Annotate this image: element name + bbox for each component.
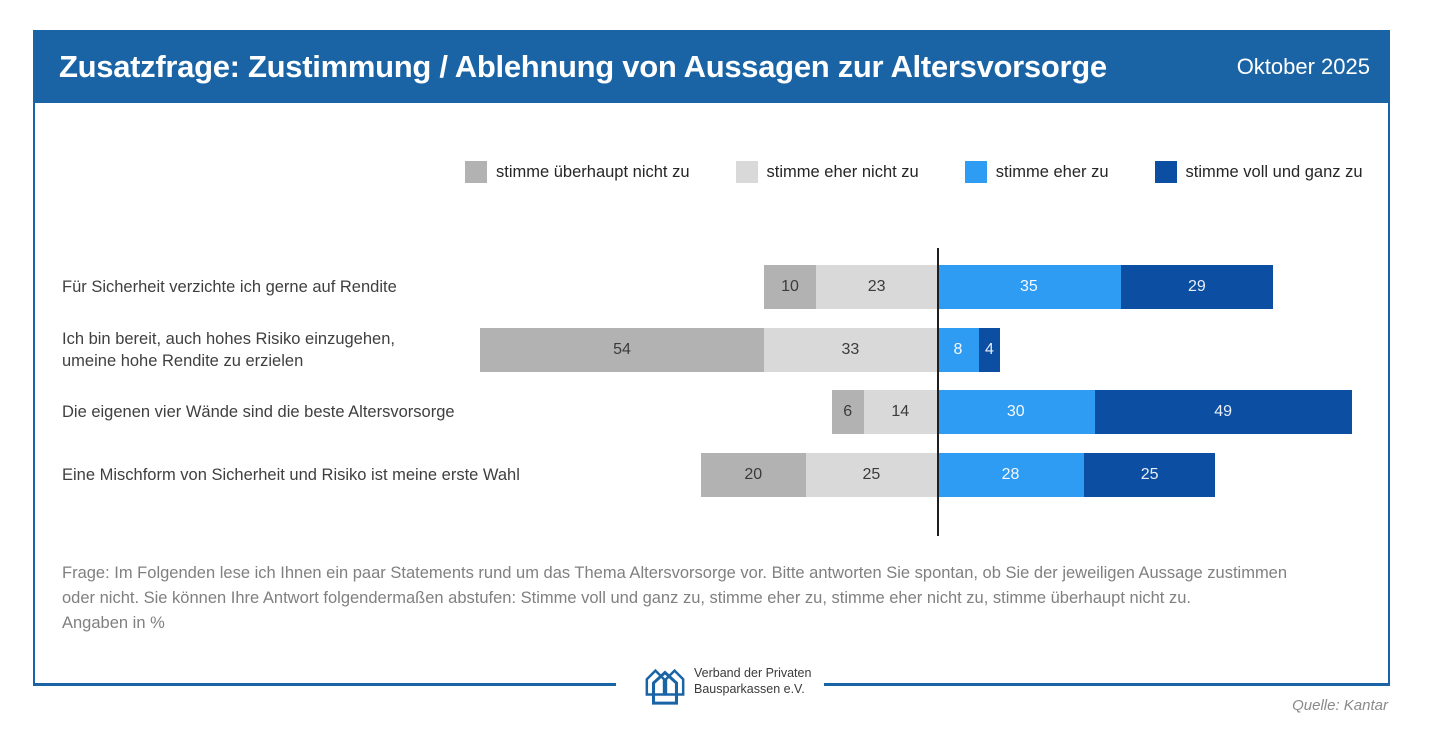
logo-text: Verband der Privaten Bausparkassen e.V. (694, 662, 811, 697)
bar-segment: 25 (1084, 453, 1216, 497)
chart-box: stimme überhaupt nicht zu stimme eher nic… (33, 103, 1390, 686)
bar-segment: 14 (863, 390, 937, 434)
legend-label: stimme voll und ganz zu (1185, 162, 1363, 181)
legend-item: stimme voll und ganz zu (1154, 161, 1363, 183)
bottom-border-right (824, 683, 1390, 686)
bar-value-label: 28 (1001, 466, 1020, 483)
bar-segment: 35 (937, 265, 1121, 309)
bar-value-label: 30 (1006, 403, 1025, 420)
title-bar: Zusatzfrage: Zustimmung / Ablehnung von … (33, 30, 1390, 103)
bar-value-label: 10 (781, 278, 799, 295)
bar-value-label: 14 (891, 403, 910, 420)
bottom-border-left (35, 683, 616, 686)
category-label: Für Sicherheit verzichte ich gerne auf R… (62, 278, 397, 296)
bar-segment: 8 (937, 328, 979, 372)
legend-label: stimme eher zu (995, 162, 1109, 181)
bar-segment: 54 (480, 328, 764, 372)
legend: stimme überhaupt nicht zu stimme eher nic… (465, 161, 1363, 183)
legend-item: stimme überhaupt nicht zu (465, 161, 690, 183)
category-label: Ich bin bereit, auch hohes Risiko einzug… (62, 330, 395, 370)
bar-value-label: 54 (613, 341, 631, 358)
footnote-line: oder nicht. Sie können Ihre Antwort folg… (62, 589, 1191, 607)
zero-axis-line (937, 248, 939, 536)
legend-item: stimme eher nicht zu (735, 161, 919, 183)
bar-segment: 23 (816, 265, 937, 309)
legend-swatch (735, 161, 758, 183)
bar-segment: 33 (763, 328, 937, 372)
bar-value-label: 35 (1019, 278, 1038, 295)
bar-segment: 4 (979, 328, 1000, 372)
legend-label: stimme überhaupt nicht zu (496, 162, 690, 181)
bar-segment: 28 (937, 453, 1084, 497)
bar-value-label: 23 (867, 278, 886, 295)
footnote-line: Frage: Im Folgenden lese ich Ihnen ein p… (62, 564, 1288, 582)
footnote: Frage: Im Folgenden lese ich Ihnen ein p… (62, 561, 1287, 636)
bar-segment: 29 (1120, 265, 1273, 309)
bar-segment: 49 (1094, 390, 1352, 434)
legend-swatch (964, 161, 987, 183)
bar-value-label: 49 (1214, 403, 1233, 420)
category-label: Eine Mischform von Sicherheit und Risiko… (62, 466, 520, 484)
category-label: Die eigenen vier Wände sind die beste Al… (62, 403, 455, 421)
legend-item: stimme eher zu (964, 161, 1109, 183)
legend-label: stimme eher nicht zu (766, 162, 919, 181)
bar-value-label: 20 (744, 466, 763, 483)
source-note: Quelle: Kantar (1292, 697, 1388, 714)
date-label: Oktober 2025 (1236, 53, 1370, 79)
bar-value-label: 4 (985, 341, 994, 358)
logo-text-line2: Bausparkassen e.V. (694, 682, 805, 696)
bar-value-label: 33 (841, 341, 860, 358)
footnote-line: Angaben in % (62, 614, 165, 632)
bar-segment: 10 (763, 265, 817, 309)
houses-icon (643, 662, 687, 711)
bar-value-label: 8 (953, 341, 963, 358)
bar-value-label: 6 (843, 403, 853, 420)
legend-swatch (1154, 161, 1177, 183)
logo-text-line1: Verband der Privaten (694, 666, 812, 680)
bar-segment: 25 (805, 453, 937, 497)
bar-value-label: 25 (1140, 466, 1159, 483)
bar-value-label: 25 (862, 466, 881, 483)
bar-segment: 30 (937, 390, 1095, 434)
page-title: Zusatzfrage: Zustimmung / Ablehnung von … (59, 48, 1107, 84)
legend-swatch (465, 161, 487, 183)
bar-value-label: 29 (1187, 278, 1206, 295)
logo: Verband der Privaten Bausparkassen e.V. (643, 662, 812, 711)
bar-segment: 20 (700, 453, 806, 497)
bar-segment: 6 (832, 390, 864, 434)
